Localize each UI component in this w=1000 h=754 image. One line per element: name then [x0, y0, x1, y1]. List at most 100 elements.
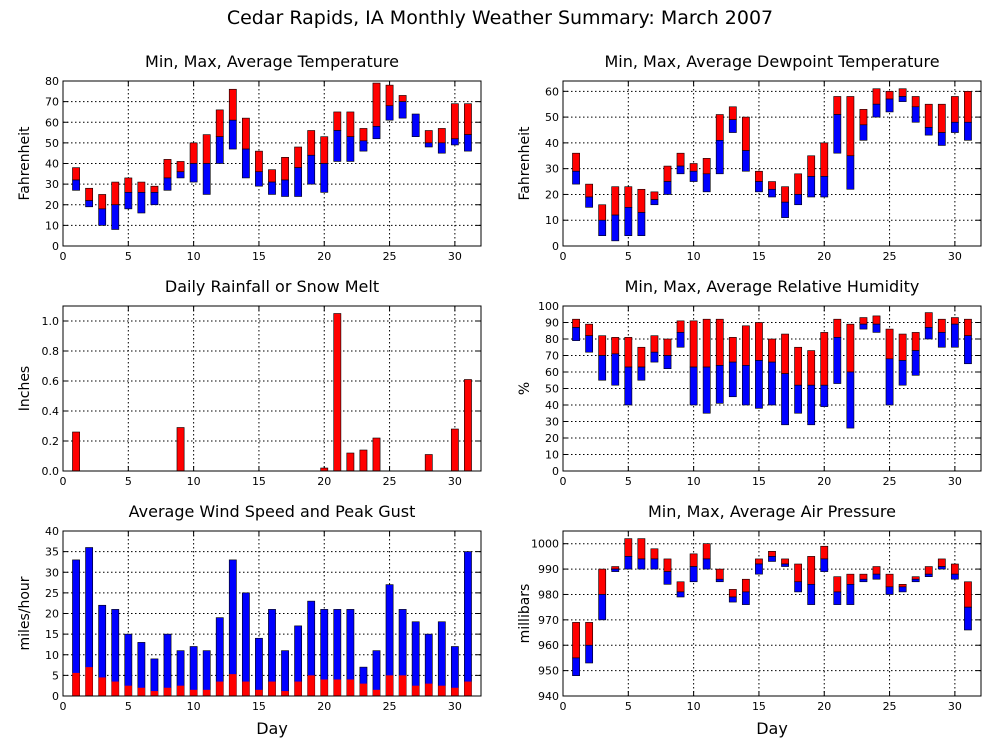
bar-min-to-avg [464, 134, 472, 152]
x-tick-label: 10 [187, 475, 201, 488]
x-tick-label: 30 [948, 475, 962, 488]
bar-avg-to-max [598, 568, 607, 595]
y-axis-label: % [517, 382, 533, 395]
bar-min-to-avg [124, 192, 133, 210]
bar-min-to-avg [820, 558, 829, 572]
bar-min-to-avg [689, 566, 698, 583]
x-tick-label: 30 [448, 700, 462, 713]
avg-wind-bar [451, 687, 459, 696]
x-tick-label: 15 [752, 250, 766, 263]
bar-min-to-avg [346, 136, 355, 162]
bar-avg-to-max [937, 558, 946, 567]
avg-wind-bar [346, 679, 354, 696]
bar-min-to-avg [676, 332, 685, 348]
x-tick-label: 10 [687, 475, 701, 488]
avg-wind-bar [137, 687, 145, 696]
bar-min-to-avg [898, 586, 907, 593]
bar-avg-to-max [911, 332, 920, 351]
bar-avg-to-max [676, 320, 685, 333]
bar-avg-to-max [650, 548, 659, 560]
bar-min-to-avg [624, 207, 633, 236]
bar-avg-to-max [755, 322, 763, 361]
plot-frame [562, 305, 982, 472]
bar-avg-to-max [333, 111, 342, 131]
bar-min-to-avg [650, 199, 659, 206]
bar-min-to-avg [663, 181, 672, 195]
x-axis-label: Day [256, 719, 288, 738]
bar-min-to-avg [611, 353, 620, 386]
x-tick-label: 5 [625, 700, 632, 713]
rainfall-bar [372, 437, 381, 472]
bar-min-to-avg [728, 596, 737, 603]
x-tick-label: 20 [317, 475, 331, 488]
chart-title: Min, Max, Average Air Pressure [648, 502, 896, 521]
bar-min-to-avg [741, 365, 750, 406]
y-tick-label: 0.8 [42, 345, 60, 358]
bar-avg-to-max [898, 333, 907, 361]
y-tick-label: 10 [45, 219, 59, 232]
peak-gust-bar [464, 551, 472, 697]
bar-min-to-avg [728, 119, 737, 133]
bar-min-to-avg [885, 586, 894, 595]
bar-avg-to-max [372, 82, 381, 127]
x-tick-label: 25 [883, 250, 897, 263]
bar-min-to-avg [911, 106, 920, 123]
figure-title: Cedar Rapids, IA Monthly Weather Summary… [227, 7, 773, 29]
y-tick-label: 0 [52, 690, 59, 703]
bar-avg-to-max [820, 332, 829, 386]
bar-avg-to-max [964, 91, 972, 123]
bar-min-to-avg [781, 201, 789, 218]
x-axis-label: Day [756, 719, 788, 738]
chart-title: Daily Rainfall or Snow Melt [165, 277, 379, 296]
bar-min-to-avg [663, 355, 672, 369]
avg-wind-bar [72, 672, 80, 696]
bar-avg-to-max [346, 111, 355, 137]
rainfall-bar [72, 431, 80, 472]
avg-wind-bar [216, 681, 224, 696]
x-tick-label: 10 [687, 700, 701, 713]
bar-avg-to-max [437, 128, 446, 144]
bar-min-to-avg [715, 365, 724, 404]
bar-avg-to-max [885, 91, 894, 100]
bar-avg-to-max [650, 191, 659, 200]
y-tick-label: 1.0 [42, 315, 60, 328]
y-tick-label: 90 [545, 317, 559, 330]
bar-avg-to-max [924, 312, 933, 328]
y-tick-label: 960 [538, 639, 559, 652]
bar-avg-to-max [572, 152, 580, 172]
bar-min-to-avg [637, 212, 646, 236]
bar-avg-to-max [964, 581, 972, 608]
bar-avg-to-max [715, 568, 724, 580]
bar-min-to-avg [385, 105, 394, 121]
y-tick-label: 40 [45, 525, 59, 538]
bar-min-to-avg [572, 327, 580, 341]
bar-avg-to-max [807, 350, 816, 386]
chart-panel-6: 940 950 960 970 980 990 1000 0 5 10 15 20 25 30 Min, M… [517, 502, 982, 738]
chart-title: Min, Max, Average Dewpoint Temperature [604, 52, 939, 71]
bar-min-to-avg [702, 173, 711, 193]
chart-title: Min, Max, Average Relative Humidity [625, 277, 920, 296]
bar-min-to-avg [281, 179, 289, 197]
bar-avg-to-max [741, 578, 750, 593]
bar-avg-to-max [255, 150, 263, 173]
bar-avg-to-max [294, 146, 303, 168]
bar-min-to-avg [137, 192, 146, 214]
bar-avg-to-max [281, 157, 289, 181]
bar-min-to-avg [572, 657, 580, 676]
y-tick-label: 40 [545, 137, 559, 150]
bar-min-to-avg [872, 103, 881, 118]
bar-avg-to-max [950, 317, 959, 325]
bar-avg-to-max [598, 204, 607, 221]
bar-min-to-avg [241, 148, 250, 179]
bar-min-to-avg [755, 563, 763, 575]
bar-avg-to-max [241, 117, 250, 150]
bar-min-to-avg [689, 366, 698, 406]
bar-avg-to-max [689, 163, 698, 172]
x-tick-label: 30 [948, 250, 962, 263]
bar-avg-to-max [728, 589, 737, 598]
avg-wind-bar [98, 677, 106, 696]
bar-avg-to-max [572, 622, 580, 659]
x-tick-label: 15 [752, 700, 766, 713]
y-tick-label: 990 [538, 563, 559, 576]
